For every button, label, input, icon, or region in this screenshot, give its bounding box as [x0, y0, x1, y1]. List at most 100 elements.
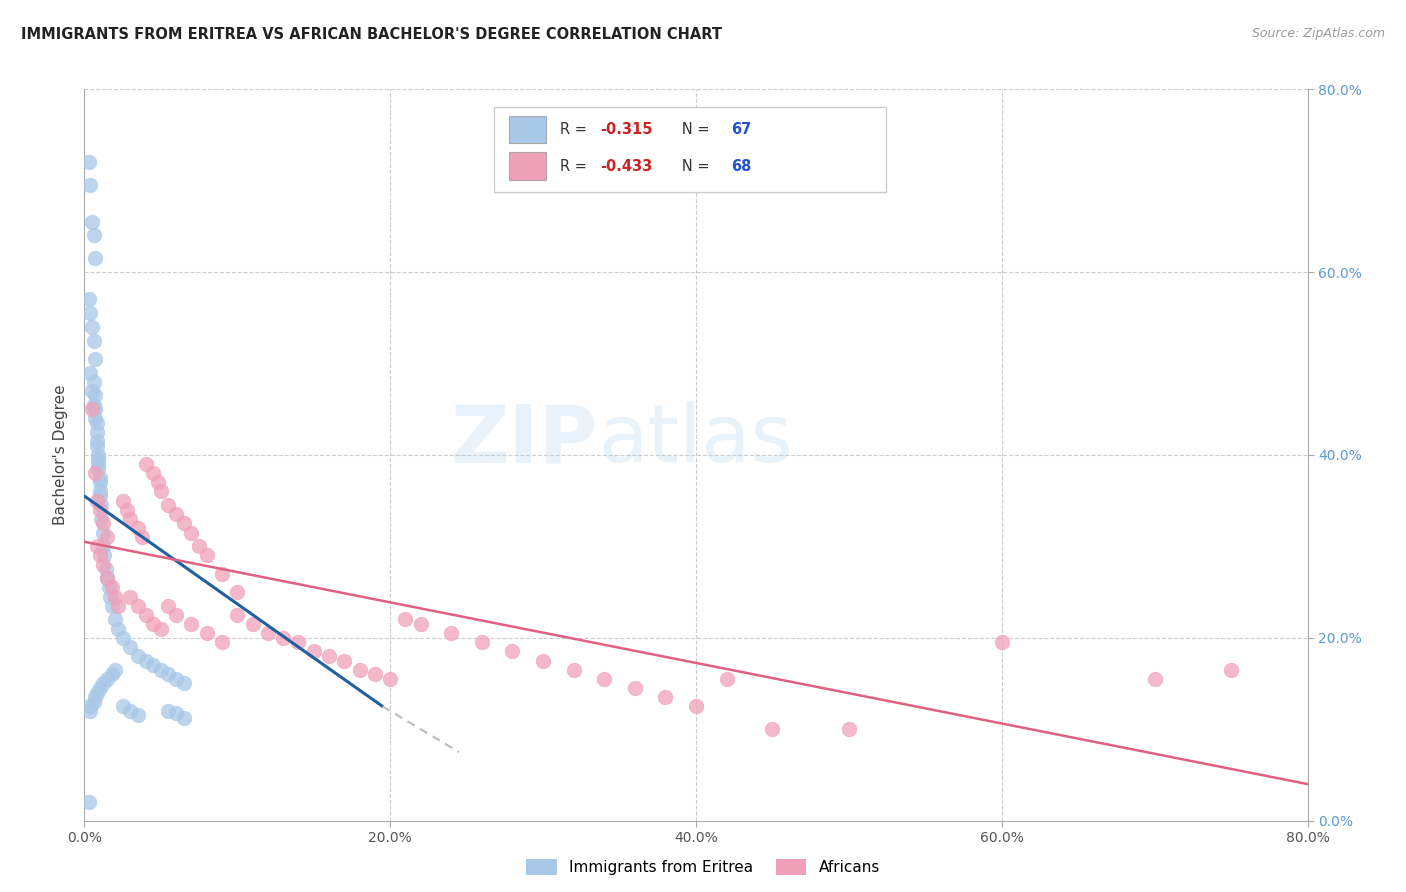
- Point: [685, 699, 707, 714]
- Point: [180, 525, 202, 540]
- Point: [96, 530, 118, 544]
- Point: [90, 498, 112, 512]
- Point: [127, 649, 149, 664]
- Point: [502, 644, 524, 658]
- Point: [101, 581, 124, 595]
- Point: [83, 695, 105, 709]
- Point: [86, 425, 108, 439]
- Point: [91, 558, 114, 572]
- Point: [87, 448, 110, 462]
- Point: [226, 607, 249, 622]
- Point: [991, 635, 1014, 649]
- Point: [84, 388, 107, 402]
- Point: [111, 493, 134, 508]
- Point: [127, 708, 149, 723]
- Point: [394, 613, 416, 627]
- Point: [96, 672, 118, 686]
- Point: [115, 502, 138, 516]
- Point: [86, 439, 108, 453]
- Point: [257, 626, 280, 640]
- Point: [120, 512, 142, 526]
- Point: [77, 796, 100, 810]
- Point: [838, 723, 860, 737]
- Point: [211, 635, 233, 649]
- Point: [94, 562, 117, 576]
- Point: [89, 471, 111, 485]
- Point: [86, 416, 108, 430]
- Point: [89, 502, 111, 516]
- Point: [111, 699, 134, 714]
- Point: [654, 690, 676, 705]
- Point: [157, 667, 180, 681]
- Point: [146, 475, 169, 490]
- Point: [127, 599, 149, 613]
- Point: [86, 434, 108, 449]
- Point: [562, 663, 585, 677]
- Point: [77, 293, 100, 307]
- Point: [165, 508, 187, 522]
- Point: [761, 723, 783, 737]
- Point: [91, 516, 114, 531]
- Text: R =: R =: [560, 122, 592, 137]
- Point: [86, 685, 108, 699]
- Point: [157, 498, 180, 512]
- Text: 68: 68: [731, 159, 752, 174]
- Y-axis label: Bachelor's Degree: Bachelor's Degree: [53, 384, 69, 525]
- Point: [142, 658, 165, 673]
- Point: [79, 178, 101, 193]
- Text: Source: ZipAtlas.com: Source: ZipAtlas.com: [1251, 27, 1385, 40]
- Point: [271, 631, 294, 645]
- Point: [142, 617, 165, 632]
- Point: [716, 672, 738, 686]
- FancyBboxPatch shape: [509, 116, 546, 144]
- Point: [364, 667, 387, 681]
- Point: [97, 581, 120, 595]
- Point: [79, 366, 101, 380]
- Point: [91, 525, 114, 540]
- Text: ZIP: ZIP: [451, 401, 598, 479]
- Point: [180, 617, 202, 632]
- Point: [96, 571, 118, 585]
- Point: [89, 681, 111, 695]
- Point: [165, 672, 187, 686]
- Point: [91, 676, 114, 690]
- Point: [135, 654, 157, 668]
- Point: [104, 613, 127, 627]
- Point: [120, 704, 142, 718]
- Point: [593, 672, 616, 686]
- Point: [195, 549, 218, 563]
- Point: [101, 667, 124, 681]
- Point: [111, 631, 134, 645]
- Point: [83, 228, 105, 243]
- Point: [84, 252, 107, 266]
- Point: [149, 622, 172, 636]
- Point: [89, 489, 111, 503]
- Point: [287, 635, 309, 649]
- Point: [149, 663, 172, 677]
- Point: [80, 215, 103, 229]
- Point: [91, 539, 114, 553]
- Point: [135, 607, 157, 622]
- Point: [302, 644, 325, 658]
- Point: [90, 512, 112, 526]
- Point: [173, 711, 195, 725]
- Point: [79, 306, 101, 320]
- Point: [96, 571, 118, 585]
- Text: R =: R =: [560, 159, 592, 174]
- Point: [120, 640, 142, 654]
- FancyBboxPatch shape: [509, 153, 546, 180]
- Point: [195, 626, 218, 640]
- Point: [173, 676, 195, 690]
- Point: [84, 466, 107, 480]
- Point: [226, 585, 249, 599]
- Point: [87, 457, 110, 471]
- Point: [84, 402, 107, 417]
- Point: [135, 457, 157, 471]
- Point: [242, 617, 264, 632]
- Point: [104, 663, 127, 677]
- Point: [188, 539, 211, 553]
- Point: [157, 704, 180, 718]
- Point: [86, 539, 108, 553]
- Point: [84, 690, 107, 705]
- Text: -0.315: -0.315: [600, 122, 652, 137]
